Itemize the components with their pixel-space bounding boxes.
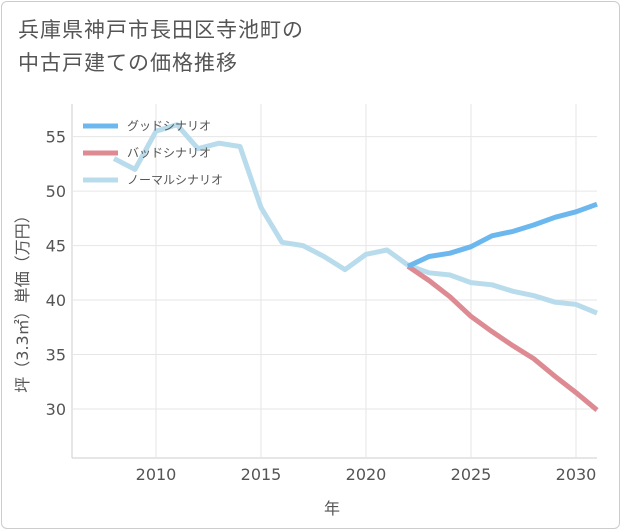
legend-label-0: グッドシナリオ — [127, 119, 211, 133]
x-tick-label: 2025 — [451, 465, 492, 484]
y-tick-label: 40 — [46, 291, 66, 310]
legend-label-1: バッドシナリオ — [127, 146, 211, 160]
y-tick-label: 30 — [46, 400, 66, 419]
series-line-2 — [112, 122, 598, 316]
x-tick-label: 2010 — [136, 465, 177, 484]
chart-title-line-1: 兵庫県神戸市長田区寺池町の — [18, 18, 304, 42]
tick-labels: 2010 2015 2020 2025 2030 30 35 40 45 50 55 — [46, 128, 597, 484]
series-line-1 — [406, 264, 599, 413]
y-tick-label: 55 — [46, 128, 66, 147]
chart-title: 兵庫県神戸市長田区寺池町の 中古戸建ての価格推移 — [18, 14, 304, 80]
y-tick-label: 50 — [46, 182, 66, 201]
grid-lines — [71, 104, 597, 459]
x-axis-label: 年 — [324, 499, 340, 518]
y-tick-label: 45 — [46, 237, 66, 256]
series-line-0 — [406, 201, 598, 269]
x-tick-label: 2030 — [556, 465, 597, 484]
x-tick-label: 2020 — [346, 465, 387, 484]
x-tick-label: 2015 — [241, 465, 282, 484]
y-axis-label: 坪（3.3㎡）単価（万円） — [13, 207, 32, 392]
legend-label-2: ノーマルシナリオ — [127, 173, 223, 187]
chart-title-line-2: 中古戸建ての価格推移 — [18, 51, 238, 75]
series-layer — [112, 122, 599, 413]
y-tick-label: 35 — [46, 346, 66, 365]
